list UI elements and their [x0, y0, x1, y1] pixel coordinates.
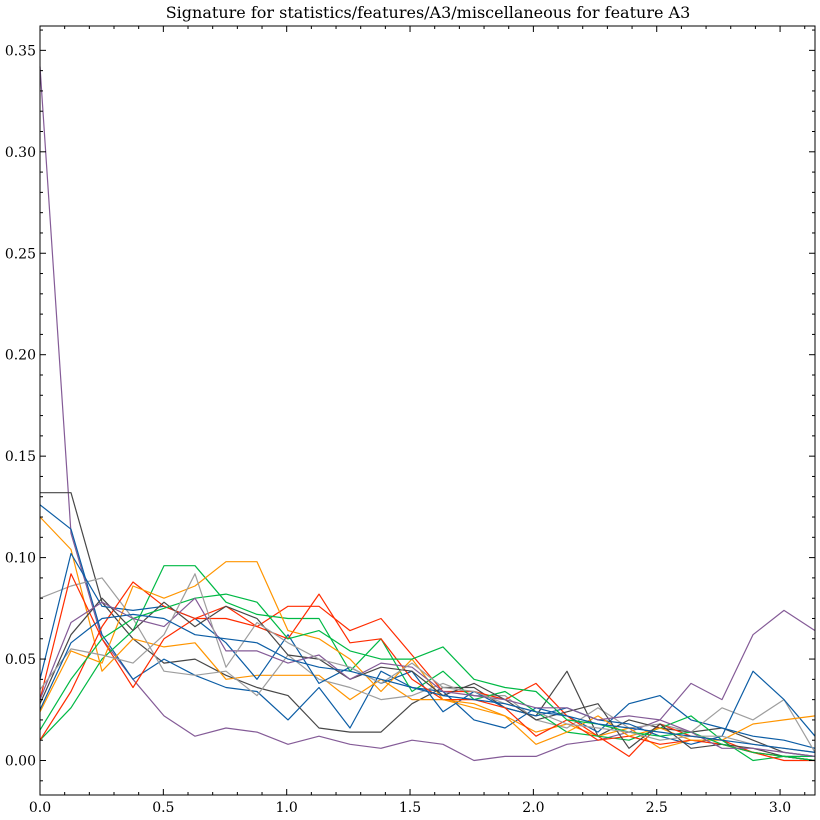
series-line-5 [39, 577, 816, 753]
y-tick-label: 0.00 [5, 754, 36, 770]
series-line-9 [39, 581, 815, 762]
y-tick-label: 0.25 [5, 246, 36, 262]
series-line-3 [39, 504, 816, 749]
x-tick-labels: 0.0 0.5 1.0 1.5 2.0 2.5 3.0 [29, 800, 791, 816]
x-tick-label: 0.0 [29, 800, 51, 816]
y-tick-label: 0.15 [5, 449, 36, 465]
chart-title: Signature for statistics/features/A3/mis… [166, 3, 691, 22]
y-tick-label: 0.10 [5, 551, 36, 567]
series-line-4 [39, 516, 816, 762]
series-line-13 [39, 597, 816, 757]
x-tick-label: 3.0 [769, 800, 791, 816]
x-tick-label: 0.5 [152, 800, 174, 816]
series-line-6 [39, 573, 816, 762]
plot-lines [39, 66, 816, 762]
x-tick-label: 1.5 [399, 800, 421, 816]
y-tick-label: 0.30 [5, 145, 36, 161]
y-tick-label: 0.35 [5, 43, 36, 59]
series-line-14 [39, 573, 816, 753]
x-tick-label: 2.0 [522, 800, 544, 816]
series-line-12 [39, 593, 816, 762]
series-line-7 [39, 565, 815, 762]
series-line-1 [39, 66, 816, 762]
y-tick-label: 0.20 [5, 348, 36, 364]
x-tick-label: 2.5 [646, 800, 668, 816]
plot-frame [39, 25, 816, 796]
y-tick-label: 0.05 [5, 652, 36, 668]
y-tick-labels: 0.00 0.05 0.10 0.15 0.20 0.25 0.30 0.35 [5, 43, 36, 769]
x-tick-label: 1.0 [276, 800, 298, 816]
series-line-15 [39, 613, 816, 753]
